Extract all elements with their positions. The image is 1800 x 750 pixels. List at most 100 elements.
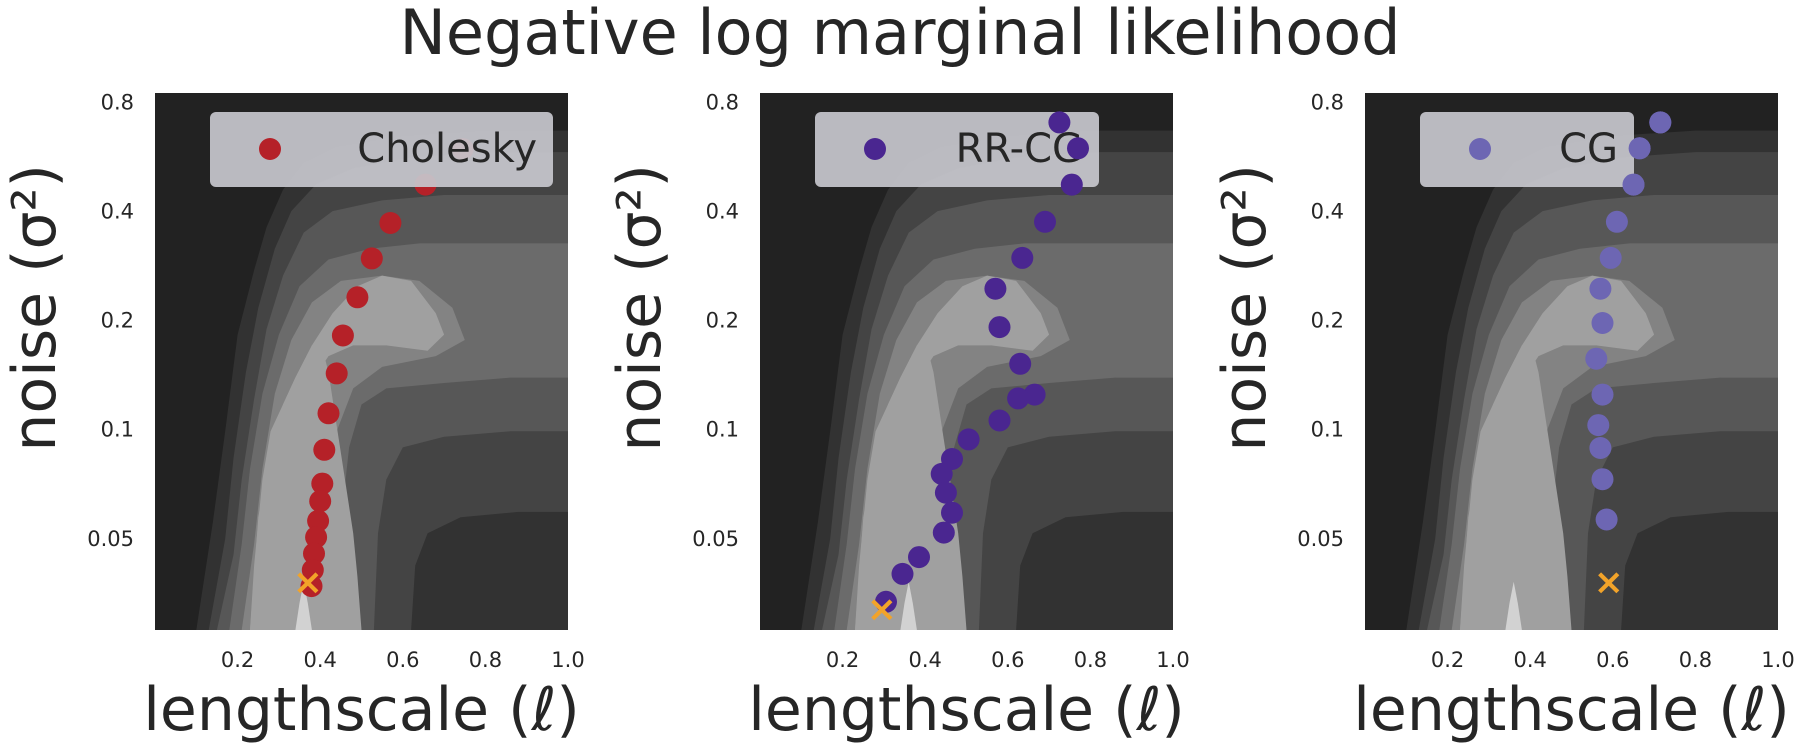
data-point <box>317 402 340 425</box>
y-tick-label: 0.05 <box>87 527 134 551</box>
data-point <box>1649 111 1672 134</box>
panel-rr-cg: × 0.2 0.4 0.6 0.8 1.0 0.05 0.1 0.2 0.4 0.8 lengthsc… <box>605 91 1190 745</box>
legend-marker <box>1469 138 1491 160</box>
data-point <box>309 490 332 513</box>
contour-band <box>295 581 312 630</box>
y-axis-label: noise (σ²) <box>0 164 70 452</box>
data-point <box>932 521 955 544</box>
data-point <box>984 277 1007 300</box>
data-point <box>1067 137 1089 160</box>
panel-cg: × 0.2 0.4 0.6 0.8 1.0 0.05 0.1 0.2 0.4 0.8 lengthsc… <box>1210 91 1795 745</box>
data-point <box>1011 246 1034 269</box>
data-point <box>930 462 953 485</box>
legend: RR-CG <box>815 112 1099 187</box>
y-tick-label: 0.1 <box>1311 418 1344 442</box>
x-tick-label: 0.2 <box>1431 648 1464 672</box>
data-point <box>360 247 383 270</box>
minimum-marker: × <box>867 589 897 630</box>
y-tick-label: 0.05 <box>692 527 739 551</box>
y-tick-label: 0.8 <box>706 91 739 115</box>
x-tick-label: 0.8 <box>1074 648 1107 672</box>
data-point <box>1023 383 1046 406</box>
x-tick-label: 0.8 <box>469 648 502 672</box>
data-point <box>1048 111 1071 134</box>
x-tick-label: 0.4 <box>1513 648 1546 672</box>
data-point <box>941 501 963 524</box>
contour-band <box>1460 340 1572 630</box>
data-point <box>303 542 325 565</box>
data-point <box>313 438 336 461</box>
data-point <box>331 324 354 347</box>
data-point <box>1589 277 1612 300</box>
x-tick-label: 0.6 <box>991 648 1024 672</box>
data-point <box>891 562 914 585</box>
figure-title: Negative log marginal likelihood <box>399 0 1401 69</box>
y-tick-label: 0.4 <box>101 200 134 224</box>
legend-label: Cholesky <box>357 126 537 172</box>
panel-cholesky: × 0.2 0.4 0.6 0.8 1.0 0.05 0.1 0.2 0.4 0.8 lengthsc… <box>0 91 585 745</box>
plot-area: × <box>760 93 1173 630</box>
x-tick-label: 0.6 <box>1596 648 1629 672</box>
legend-box <box>1420 112 1634 187</box>
legend-label: RR-CG <box>956 126 1083 172</box>
data-point <box>1591 383 1614 406</box>
legend-box <box>815 112 1099 187</box>
y-tick-label: 0.05 <box>1297 527 1344 551</box>
data-point <box>1585 347 1608 370</box>
data-point <box>311 472 334 495</box>
data-point <box>1589 437 1612 459</box>
data-point <box>379 212 402 234</box>
data-point <box>1587 414 1610 437</box>
data-point <box>1591 468 1614 491</box>
data-point <box>346 286 369 309</box>
x-tick-label: 1.0 <box>1761 648 1794 672</box>
y-tick-label: 0.2 <box>706 309 739 333</box>
y-tick-label: 0.1 <box>101 418 134 442</box>
contour-band <box>411 511 568 630</box>
y-tick-label: 0.2 <box>1311 309 1344 333</box>
legend: Cholesky <box>210 112 553 187</box>
x-axis-label: lengthscale (ℓ) <box>1353 675 1790 745</box>
x-tick-label: 0.4 <box>908 648 941 672</box>
y-tick-label: 0.4 <box>706 200 739 224</box>
x-tick-label: 0.2 <box>826 648 859 672</box>
x-axis-label: lengthscale (ℓ) <box>143 675 580 745</box>
x-tick-label: 0.6 <box>386 648 419 672</box>
x-axis-label: lengthscale (ℓ) <box>748 675 1185 745</box>
y-tick-label: 0.2 <box>101 309 134 333</box>
data-point <box>1060 173 1083 196</box>
y-axis-label: noise (σ²) <box>1210 164 1280 452</box>
minimum-marker: × <box>1594 562 1624 603</box>
legend-marker <box>864 138 886 160</box>
data-point <box>875 590 897 613</box>
y-tick-label: 0.8 <box>101 91 134 115</box>
y-axis-label: noise (σ²) <box>605 164 675 452</box>
legend-marker <box>259 138 281 160</box>
data-point <box>307 509 330 532</box>
x-tick-label: 0.2 <box>221 648 254 672</box>
legend-box <box>210 112 553 187</box>
minimum-marker: × <box>293 562 323 603</box>
legend: CG <box>1420 112 1634 187</box>
data-point <box>1605 210 1628 233</box>
data-point <box>305 526 328 549</box>
x-tick-label: 0.4 <box>303 648 336 672</box>
data-point <box>1007 387 1030 410</box>
y-tick-label: 0.4 <box>1311 200 1344 224</box>
data-point <box>1591 312 1614 334</box>
data-point <box>988 409 1011 432</box>
data-point <box>934 481 957 504</box>
data-point <box>300 575 323 598</box>
data-point <box>988 316 1011 339</box>
contour-band <box>1505 581 1522 630</box>
data-point <box>957 428 980 451</box>
data-point <box>1622 173 1645 196</box>
data-point <box>1628 137 1651 160</box>
data-point <box>908 546 930 569</box>
data-point <box>1034 210 1056 233</box>
contour-band <box>855 340 967 630</box>
data-point <box>1009 352 1032 375</box>
x-tick-label: 1.0 <box>1156 648 1189 672</box>
